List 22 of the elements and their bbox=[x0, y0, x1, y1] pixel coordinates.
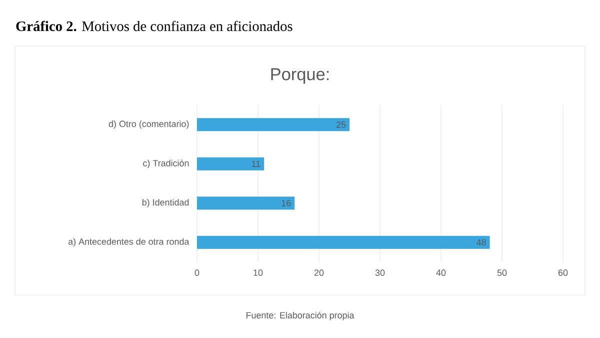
x-tick-label: 20 bbox=[314, 270, 324, 276]
y-tick-label: b) Identidad bbox=[142, 198, 189, 208]
bar bbox=[197, 157, 264, 170]
x-tick-label: 0 bbox=[194, 270, 200, 276]
bar bbox=[197, 196, 295, 210]
x-tick-label: 30 bbox=[375, 270, 385, 276]
y-tick-label: c) Tradiciòn bbox=[143, 160, 189, 168]
data-label: 16 bbox=[282, 200, 291, 206]
bar bbox=[197, 118, 350, 132]
data-label: 25 bbox=[336, 121, 346, 128]
x-tick-label: 10 bbox=[254, 270, 263, 276]
y-tick-label: d) Otro (comentario) bbox=[108, 120, 189, 129]
x-tick-label: 40 bbox=[436, 270, 446, 276]
chart-title: Gráfico 2. Motivos de confianza en aficionados bbox=[16, 20, 292, 32]
source-note: Fuente: Elaboración propia bbox=[246, 312, 354, 320]
x-tick-label: 50 bbox=[497, 270, 507, 276]
y-tick-label: a) Antecedentes de otra ronda bbox=[68, 238, 190, 247]
bar bbox=[197, 236, 490, 249]
x-tick-label: 60 bbox=[558, 270, 568, 276]
data-label: 48 bbox=[476, 239, 486, 246]
data-label: 11 bbox=[252, 160, 260, 167]
chart-subtitle: Porque: bbox=[271, 68, 329, 84]
